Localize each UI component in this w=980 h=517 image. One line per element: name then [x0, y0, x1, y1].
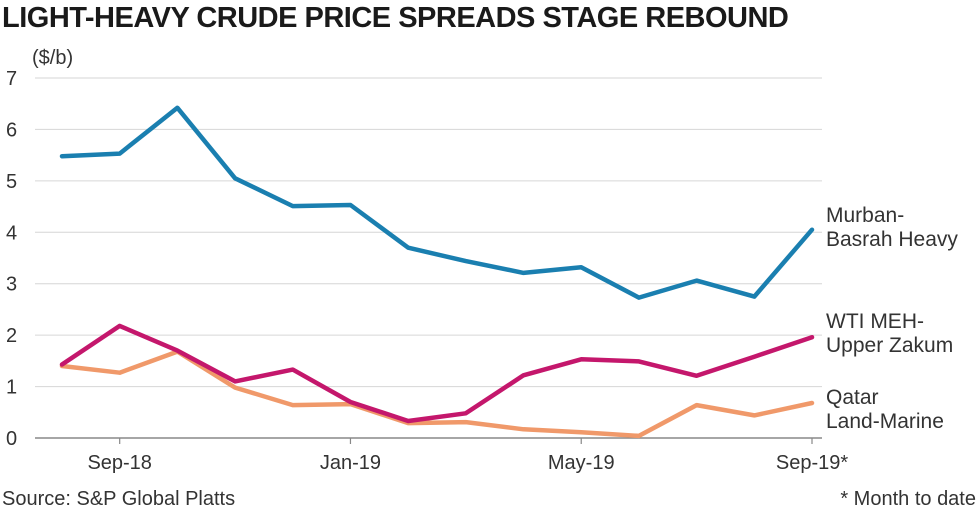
y-tick-label: 1 — [6, 377, 17, 399]
series-labels: Murban-Basrah Heavy WTI MEH-Upper Zakum Qa… — [826, 204, 958, 433]
series-label: WTI MEH- — [826, 310, 924, 333]
x-axis-ticks: Sep-18 Jan-19 May-19 Sep-19* — [87, 438, 848, 474]
series-line-3 — [59, 349, 815, 439]
y-axis-ticks: 0 1 2 3 4 5 6 7 — [6, 68, 17, 450]
series-label: Upper Zakum — [826, 334, 953, 357]
series-label: Murban- — [826, 204, 904, 227]
x-tick-label: Sep-18 — [87, 452, 152, 474]
y-axis-label: ($/b) — [32, 47, 73, 69]
footnote: * Month to date — [840, 488, 976, 510]
x-tick-label: Jan-19 — [320, 452, 381, 474]
series-line-2 — [59, 323, 815, 424]
y-tick-label: 0 — [6, 428, 17, 450]
series-label: Land-Marine — [826, 410, 944, 433]
y-tick-label: 2 — [6, 325, 17, 347]
y-tick-label: 6 — [6, 119, 17, 141]
y-tick-label: 3 — [6, 274, 17, 296]
source-note: Source: S&P Global Platts — [2, 488, 236, 510]
y-tick-label: 7 — [6, 68, 17, 90]
x-tick-label: May-19 — [548, 452, 615, 474]
gridlines — [35, 77, 822, 439]
series-label: Qatar — [826, 386, 879, 409]
y-tick-label: 4 — [6, 222, 17, 244]
y-tick-label: 5 — [6, 171, 17, 193]
series-lines — [59, 105, 815, 439]
chart-title: LIGHT-HEAVY CRUDE PRICE SPREADS STAGE RE… — [2, 2, 789, 34]
series-label: Basrah Heavy — [826, 228, 958, 251]
x-tick-label: Sep-19* — [776, 452, 848, 474]
series-line-1 — [59, 105, 815, 300]
